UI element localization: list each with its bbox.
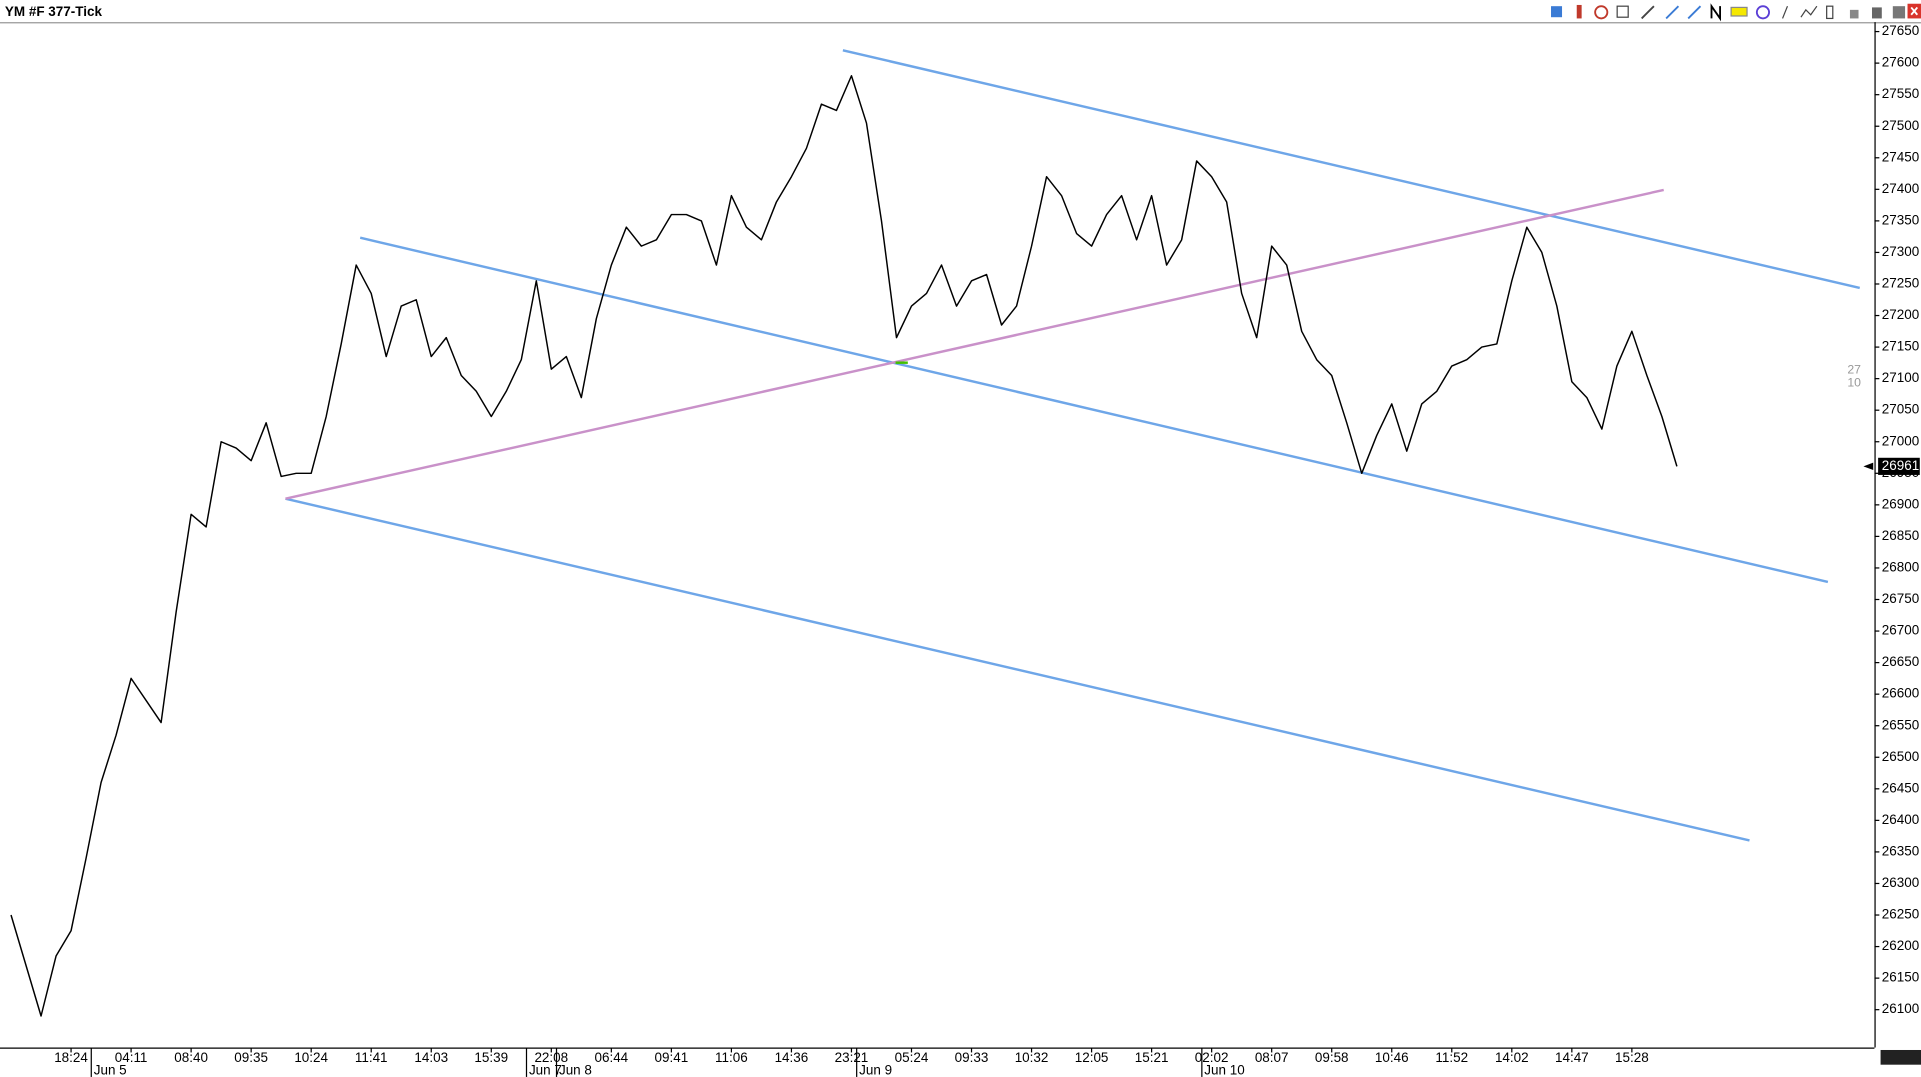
- scroll-indicator[interactable]: [1880, 1049, 1921, 1065]
- x-tick-label: 15:21: [1135, 1050, 1169, 1065]
- date-label: Jun 8: [559, 1062, 592, 1077]
- y-tick-label: 26900: [1882, 496, 1919, 511]
- x-tick-label: 11:52: [1435, 1050, 1468, 1065]
- y-tick-label: 27600: [1882, 55, 1919, 70]
- x-tick-label: 14:03: [414, 1050, 448, 1065]
- trend-line: [285, 188, 1664, 500]
- y-tick-label: 27100: [1882, 370, 1919, 385]
- y-tick-label: 26850: [1882, 528, 1919, 543]
- overlay-text: 27: [1847, 362, 1861, 376]
- y-tick-label: 26700: [1882, 623, 1919, 638]
- price-pointer: [1863, 462, 1874, 471]
- overlay-text: 10: [1847, 376, 1861, 390]
- toolbar-icon[interactable]: [1755, 5, 1771, 20]
- y-tick-label: 26400: [1882, 812, 1919, 827]
- channel-line: [285, 497, 1750, 842]
- y-tick-label: 27000: [1882, 433, 1919, 448]
- y-tick-label: 27450: [1882, 149, 1919, 164]
- drawings: [285, 49, 1861, 842]
- x-tick-label: 09:35: [234, 1050, 268, 1065]
- close-icon[interactable]: [1910, 6, 1919, 16]
- x-tick-label: 09:41: [655, 1050, 689, 1065]
- toolbar-icon[interactable]: [1616, 5, 1629, 18]
- x-tick-label: 06:44: [594, 1050, 628, 1065]
- x-tick-label: 02:02: [1195, 1050, 1229, 1065]
- chart-title: YM #F 377-Tick: [5, 4, 103, 19]
- y-tick-label: 26650: [1882, 654, 1919, 669]
- y-tick-label: 26350: [1882, 843, 1919, 858]
- price-box: [1878, 457, 1920, 475]
- y-tick-label: 26800: [1882, 560, 1919, 575]
- x-tick-label: 08:40: [174, 1050, 208, 1065]
- toolbar-icon[interactable]: [1551, 6, 1563, 18]
- channel-line: [359, 236, 1829, 584]
- x-tick-label: 23:21: [835, 1050, 869, 1065]
- x-tick-label: 18:24: [54, 1050, 88, 1065]
- price-line: [10, 75, 1678, 1017]
- y-tick-label: 26600: [1882, 686, 1919, 701]
- x-tick-label: 09:58: [1315, 1050, 1349, 1065]
- x-tick-label: 11:41: [355, 1050, 388, 1065]
- date-label: Jun 10: [1204, 1062, 1244, 1077]
- y-tick-label: 26550: [1882, 717, 1919, 732]
- y-tick-label: 27250: [1882, 276, 1919, 291]
- x-tick-label: 15:39: [474, 1050, 508, 1065]
- y-tick-label: 27150: [1882, 339, 1919, 354]
- y-tick-label: 27050: [1882, 402, 1919, 417]
- date-label: Jun 7: [529, 1062, 562, 1077]
- x-tick-label: 14:36: [775, 1050, 809, 1065]
- y-tick-label: 27500: [1882, 118, 1919, 133]
- y-tick-label: 26500: [1882, 749, 1919, 764]
- title-bar: [0, 0, 1921, 23]
- channel-line: [842, 49, 1861, 290]
- toolbar-icon[interactable]: [1849, 9, 1859, 19]
- last-price-label: 26961: [1882, 458, 1919, 473]
- y-tick-label: 27550: [1882, 86, 1919, 101]
- toolbar[interactable]: [1551, 3, 1921, 22]
- x-tick-label: 22:08: [534, 1050, 568, 1065]
- toolbar-icon[interactable]: [1710, 3, 1721, 22]
- y-tick-label: 26300: [1882, 875, 1919, 890]
- y-tick-label: 26450: [1882, 780, 1919, 795]
- y-tick-label: 26100: [1882, 1001, 1919, 1016]
- y-tick-label: 27200: [1882, 307, 1919, 322]
- toolbar-icon[interactable]: [1576, 4, 1582, 19]
- toolbar-icon[interactable]: [1781, 5, 1789, 19]
- toolbar-icon[interactable]: [1826, 5, 1834, 20]
- x-tick-label: 10:24: [294, 1050, 328, 1065]
- toolbar-icon[interactable]: [1665, 5, 1680, 20]
- toolbar-icon[interactable]: [1800, 5, 1818, 18]
- toolbar-icon[interactable]: [1641, 5, 1655, 20]
- x-tick-label: 05:24: [895, 1050, 929, 1065]
- toolbar-icon[interactable]: [1594, 5, 1609, 20]
- y-tick-label: 26200: [1882, 938, 1919, 953]
- toolbar-icon[interactable]: [1892, 6, 1906, 19]
- toolbar-icon[interactable]: [1687, 5, 1702, 20]
- x-tick-label: 09:33: [955, 1050, 989, 1065]
- x-tick-label: 14:47: [1555, 1050, 1589, 1065]
- x-tick-label: 04:11: [115, 1050, 148, 1065]
- x-tick-label: 10:32: [1015, 1050, 1049, 1065]
- y-tick-label: 27650: [1882, 23, 1919, 38]
- y-tick-label: 27350: [1882, 212, 1919, 227]
- x-tick-label: 10:46: [1375, 1050, 1409, 1065]
- y-tick-label: 26750: [1882, 591, 1919, 606]
- y-tick-label: 26150: [1882, 970, 1919, 985]
- toolbar-icon[interactable]: [1730, 6, 1748, 17]
- y-tick-label: 27300: [1882, 244, 1919, 259]
- x-tick-label: 15:28: [1615, 1050, 1649, 1065]
- x-tick-label: 08:07: [1255, 1050, 1289, 1065]
- x-tick-label: 11:06: [715, 1050, 748, 1065]
- date-label: Jun 5: [94, 1062, 127, 1077]
- date-label: Jun 9: [859, 1062, 892, 1077]
- x-tick-label: 14:02: [1495, 1050, 1529, 1065]
- y-tick-label: 27400: [1882, 181, 1919, 196]
- y-tick-label: 26250: [1882, 907, 1919, 922]
- x-tick-label: 12:05: [1075, 1050, 1109, 1065]
- toolbar-icon[interactable]: [1871, 7, 1882, 19]
